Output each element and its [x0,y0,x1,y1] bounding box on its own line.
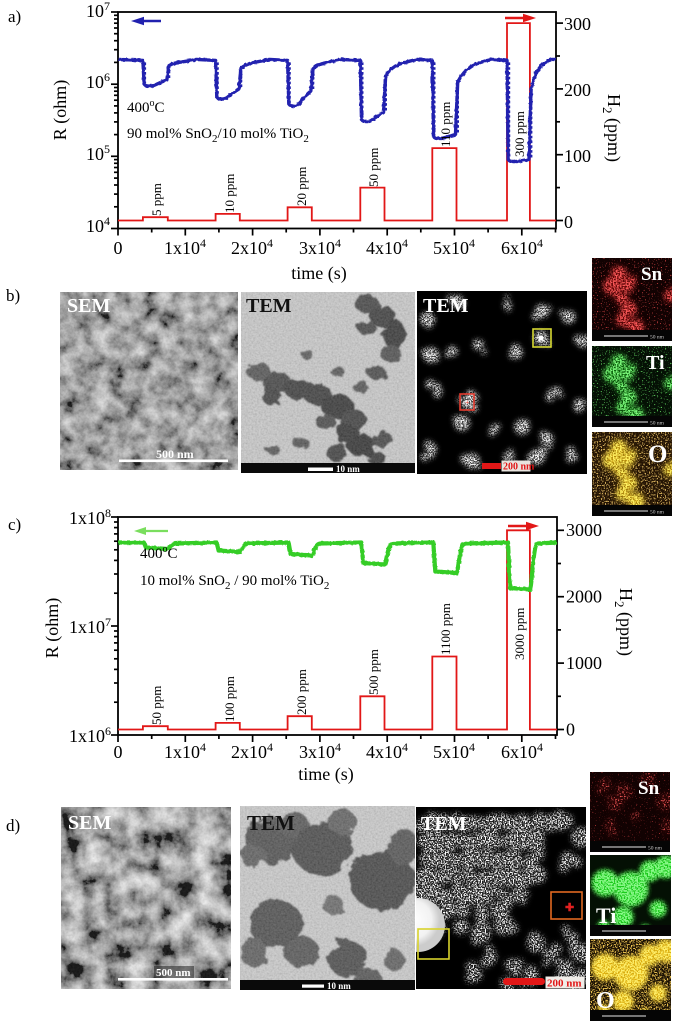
svg-text:10 mol% SnO2 / 90 mol% TiO2: 10 mol% SnO2 / 90 mol% TiO2 [140,573,329,592]
svg-text:106: 106 [86,70,110,92]
svg-text:0: 0 [114,238,123,258]
svg-text:3x104: 3x104 [299,236,341,258]
svg-text:3x104: 3x104 [299,740,341,762]
svg-text:time (s): time (s) [291,263,347,284]
svg-text:2000: 2000 [566,587,602,607]
svg-text:100 ppm: 100 ppm [222,676,237,722]
svg-text:200 ppm: 200 ppm [294,669,309,715]
svg-text:90 mol% SnO2/10 mol% TiO2: 90 mol% SnO2/10 mol% TiO2 [127,126,309,145]
svg-text:0: 0 [114,742,123,762]
svg-text:TEM: TEM [246,295,292,317]
svg-text:500 nm: 500 nm [156,447,194,461]
svg-text:10 nm: 10 nm [336,464,360,473]
svg-text:2x104: 2x104 [231,236,273,258]
svg-text:Sn: Sn [638,778,660,799]
svg-text:4x104: 4x104 [366,236,408,258]
svg-text:5x104: 5x104 [433,740,475,762]
svg-text:10 nm: 10 nm [327,981,351,990]
svg-text:5 ppm: 5 ppm [149,183,164,216]
svg-text:4x104: 4x104 [366,740,408,762]
svg-text:400oC: 400oC [140,544,178,562]
svg-text:20 ppm: 20 ppm [294,167,309,206]
svg-text:1x104: 1x104 [164,740,206,762]
svg-text:200 nm: 200 nm [547,978,582,990]
svg-text:400oC: 400oC [127,98,165,116]
svg-text:TEM: TEM [421,813,467,835]
svg-text:50 nm: 50 nm [650,335,665,341]
svg-text:SEM: SEM [67,295,110,317]
svg-text:TEM: TEM [423,295,469,317]
svg-text:1x106: 1x106 [69,724,111,746]
svg-text:O: O [596,988,615,1014]
svg-text:Sn: Sn [641,264,663,285]
svg-text:104: 104 [86,214,110,236]
svg-text:O: O [648,441,667,468]
svg-text:1100 ppm: 1100 ppm [438,603,453,655]
svg-text:3000 ppm: 3000 ppm [512,608,527,660]
svg-text:+: + [465,398,470,407]
svg-text:TEM: TEM [247,811,295,835]
svg-text:110 ppm: 110 ppm [438,102,453,147]
svg-text:50 nm: 50 nm [648,846,663,852]
svg-text:SEM: SEM [68,812,111,834]
svg-text:time (s): time (s) [298,764,354,785]
svg-text:107: 107 [86,0,110,21]
svg-text:H2 (ppm): H2 (ppm) [612,588,636,656]
svg-text:0: 0 [566,720,575,740]
svg-text:Ti: Ti [596,903,616,928]
svg-text:500 nm: 500 nm [156,967,191,979]
svg-text:100: 100 [564,146,591,166]
svg-text:200 nm: 200 nm [503,462,535,473]
svg-text:50 nm: 50 nm [650,510,665,516]
svg-text:6x104: 6x104 [501,236,543,258]
svg-text:300 ppm: 300 ppm [512,111,527,157]
svg-text:6x104: 6x104 [501,740,543,762]
svg-text:0: 0 [564,212,573,232]
svg-text:105: 105 [86,142,110,164]
svg-text:H2 (ppm): H2 (ppm) [600,94,624,162]
svg-text:1000: 1000 [566,653,602,673]
svg-text:1x104: 1x104 [164,236,206,258]
svg-text:a): a) [8,7,21,26]
svg-text:c): c) [8,515,21,534]
svg-text:✚: ✚ [565,902,574,914]
svg-text:50 ppm: 50 ppm [366,148,381,187]
svg-text:1x107: 1x107 [69,615,111,637]
svg-text:5x104: 5x104 [433,236,475,258]
svg-text:3000: 3000 [566,520,602,540]
svg-text:50 ppm: 50 ppm [149,686,164,725]
svg-text:1x108: 1x108 [69,506,111,528]
svg-text:2x104: 2x104 [231,740,273,762]
svg-text:Ti: Ti [646,352,665,374]
svg-text:10 ppm: 10 ppm [222,174,237,213]
svg-text:200: 200 [564,80,591,100]
svg-text:50 nm: 50 nm [650,421,665,427]
svg-text:300: 300 [564,14,591,34]
svg-text:R (ohm): R (ohm) [42,598,63,659]
svg-text:R (ohm): R (ohm) [50,80,71,141]
svg-text:500 ppm: 500 ppm [366,649,381,695]
